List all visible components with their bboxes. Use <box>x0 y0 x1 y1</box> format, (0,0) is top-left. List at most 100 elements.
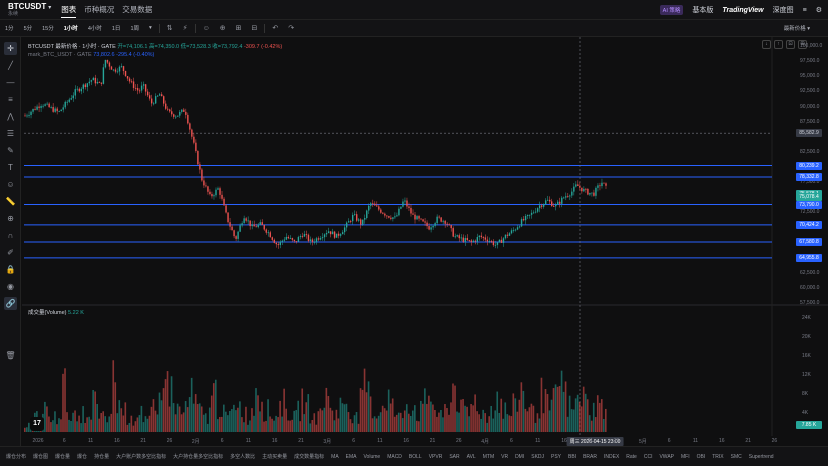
indicator-item[interactable]: 成交数量指标 <box>294 454 325 460</box>
emoji-icon[interactable]: ☺ <box>6 180 15 189</box>
undo-icon[interactable]: ↶ <box>272 25 279 32</box>
lock-drawing-icon[interactable]: ✐ <box>7 248 14 257</box>
indicator-item[interactable]: MA <box>331 453 339 460</box>
chevron-down-icon[interactable]: ▾ <box>48 4 52 11</box>
template-icon[interactable]: ⊟ <box>251 25 258 32</box>
indicator-item[interactable]: 主动买卖量 <box>262 454 288 460</box>
trend-line-icon[interactable]: ╱ <box>8 61 13 70</box>
volume-bar <box>184 401 187 432</box>
link-icon[interactable]: 🔗 <box>4 297 17 310</box>
indicator-item[interactable]: MTM <box>482 453 495 460</box>
tradingview-button[interactable]: TradingView <box>722 6 764 14</box>
indicator-item[interactable]: 爆仓分布 <box>6 454 27 460</box>
indicator-item[interactable]: SMC <box>730 453 742 460</box>
tab-chart[interactable]: 图表 <box>61 2 77 18</box>
add-alert-icon[interactable]: ⊕ <box>219 25 226 32</box>
ruler-icon[interactable]: 📏 <box>5 197 16 206</box>
text-icon[interactable]: T <box>8 163 13 172</box>
indicator-item[interactable]: 多空人数比 <box>230 454 256 460</box>
lock-icon[interactable]: 🔒 <box>5 265 16 274</box>
indicator-item[interactable]: 爆仓图 <box>33 454 49 460</box>
indicators-icon[interactable]: ⚡ <box>182 25 188 32</box>
indicator-item[interactable]: VR <box>501 453 509 460</box>
interval-5m[interactable]: 5分 <box>23 26 33 32</box>
fullscreen-icon[interactable]: ⊞ <box>798 40 807 49</box>
emoji-icon[interactable]: ☺ <box>202 24 210 32</box>
interval-1d[interactable]: 1日 <box>111 26 121 32</box>
candle-body <box>122 66 125 71</box>
parallel-channel-icon[interactable]: ≡ <box>8 95 13 104</box>
chart-area[interactable]: BTCUSDT 最新价格 · 1小时 · GATE 开=74,106.1 高=7… <box>22 37 828 446</box>
interval-15m[interactable]: 15分 <box>42 26 54 32</box>
indicator-item[interactable]: 爆仓 <box>77 454 88 460</box>
indicator-item[interactable]: EMA <box>345 453 357 460</box>
indicator-item[interactable]: 持仓量 <box>94 454 110 460</box>
interval-1h[interactable]: 1小时 <box>63 26 78 32</box>
chart-canvas[interactable] <box>22 37 828 436</box>
trash-icon[interactable]: 🗑 <box>5 351 16 360</box>
compare-icon[interactable]: ⇅ <box>166 25 173 32</box>
indicator-item[interactable]: CCI <box>643 453 653 460</box>
indicator-item[interactable]: AVL <box>466 453 476 460</box>
screenshot-icon[interactable]: ⊡ <box>786 40 795 49</box>
indicator-item[interactable]: 爆仓量 <box>55 454 71 460</box>
indicator-item[interactable]: Volume <box>363 453 381 460</box>
indicator-item[interactable]: 大户持仓量多空比指标 <box>173 454 224 460</box>
redo-icon[interactable]: ↷ <box>288 25 295 32</box>
candle-body <box>460 237 462 239</box>
interval-4h[interactable]: 4小时 <box>87 26 102 32</box>
fib-retracement-icon[interactable]: ☰ <box>6 129 15 138</box>
scroll-up-icon[interactable]: ↑ <box>774 40 783 49</box>
layout-icon[interactable]: ⊞ <box>235 25 242 32</box>
indicator-item[interactable]: TRIX <box>712 453 724 460</box>
volume-bar <box>409 415 412 432</box>
brush-icon[interactable]: ✎ <box>7 146 14 155</box>
scroll-down-icon[interactable]: ↓ <box>762 40 771 49</box>
indicator-item[interactable]: VWAP <box>659 453 675 460</box>
pitchfork-icon[interactable]: ⋀ <box>7 112 14 121</box>
indicator-item[interactable]: PSY <box>551 453 562 460</box>
symbol-name[interactable]: BTCUSDT <box>8 1 47 11</box>
candle-body <box>339 234 342 236</box>
interval-1w[interactable]: 1周 <box>130 26 139 32</box>
ai-strategy-button[interactable]: AI 策略 <box>659 5 684 15</box>
zoom-in-icon[interactable]: ⊕ <box>7 214 14 223</box>
indicator-item[interactable]: SAR <box>449 453 460 460</box>
candle-body <box>404 200 406 202</box>
indicator-item[interactable]: Supertrend <box>748 453 774 460</box>
indicator-item[interactable]: OBI <box>696 453 706 460</box>
date-axis-label: 16 <box>719 438 725 444</box>
candle-body <box>378 206 380 210</box>
indicator-item[interactable]: BRAR <box>583 453 597 460</box>
interval-more-icon[interactable]: ▾ <box>149 25 152 31</box>
basic-version-button[interactable]: 基本版 <box>692 7 714 14</box>
settings-icon[interactable]: ⚙ <box>815 7 822 14</box>
indicator-item[interactable]: DMI <box>515 453 525 460</box>
candle-body <box>46 103 48 105</box>
indicator-item[interactable]: INDEX <box>604 453 620 460</box>
depth-chart-button[interactable]: 深度图 <box>772 7 794 14</box>
eye-icon[interactable]: ◉ <box>7 282 14 291</box>
volume-bar <box>395 414 398 432</box>
indicator-item[interactable]: VPVR <box>428 453 443 460</box>
symbol-selector[interactable]: BTCUSDT ▾ 永续 <box>8 1 52 17</box>
indicator-item[interactable]: Rate <box>626 453 637 460</box>
horizontal-line-icon[interactable]: — <box>6 78 15 87</box>
candle-body <box>247 220 249 222</box>
menu-icon[interactable]: ≡ <box>802 6 807 14</box>
tab-coin-overview[interactable]: 币种概况 <box>84 4 115 14</box>
price-type-select[interactable]: 最新价格 ▾ <box>783 26 810 32</box>
indicator-item[interactable]: MFI <box>681 453 690 460</box>
candle-body <box>343 227 346 233</box>
indicator-item[interactable]: BOLL <box>408 453 422 460</box>
indicator-item[interactable]: 大户账户数多空比指标 <box>116 454 167 460</box>
tab-trading-data[interactable]: 交易数据 <box>122 4 153 14</box>
indicator-item[interactable]: BBI <box>568 453 577 460</box>
crosshair-icon[interactable]: ✛ <box>4 42 17 55</box>
interval-1m[interactable]: 1分 <box>5 26 14 32</box>
indicator-item[interactable]: MACD <box>387 453 402 460</box>
volume-bar <box>357 423 360 432</box>
magnet-icon[interactable]: ∩ <box>7 231 14 240</box>
indicator-item[interactable]: SKDJ <box>531 453 545 460</box>
volume-bar <box>387 389 390 432</box>
